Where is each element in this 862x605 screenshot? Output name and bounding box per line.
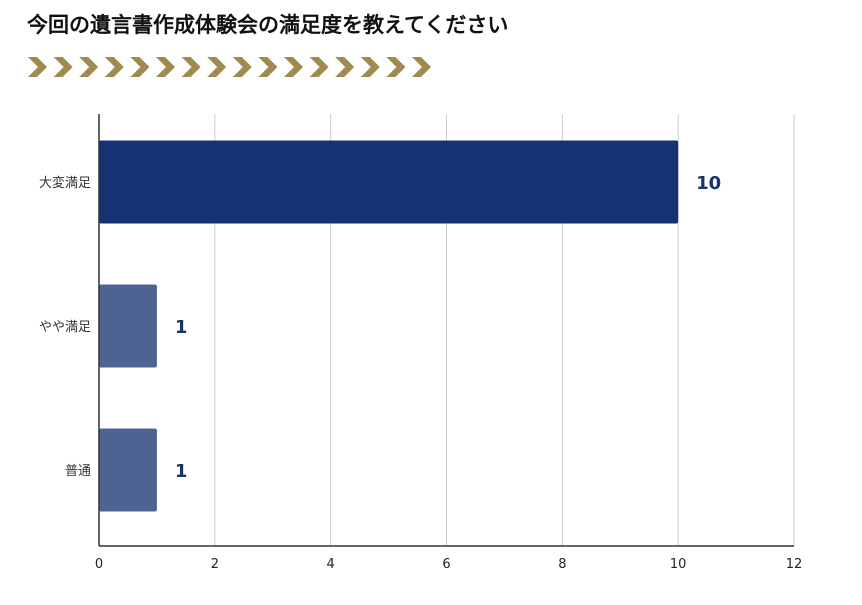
chevron-icon bbox=[360, 57, 380, 77]
chevron-icon bbox=[28, 57, 47, 77]
chevron-icon bbox=[335, 57, 355, 77]
axes bbox=[98, 114, 794, 547]
bar bbox=[99, 140, 679, 224]
bar bbox=[99, 284, 157, 368]
chevron-icon bbox=[258, 57, 278, 77]
data-label: 1 bbox=[175, 317, 188, 338]
chart-title: 今回の遺言書作成体験会の満足度を教えてください bbox=[27, 13, 509, 37]
labels: 0 2 4 6 8 10 12 大変満足 10 やや満足 1 普通 1 bbox=[39, 173, 802, 572]
x-tick-label: 6 bbox=[442, 557, 450, 572]
category-label: 大変満足 bbox=[39, 175, 91, 191]
chevron-icon bbox=[130, 57, 150, 77]
data-label: 10 bbox=[696, 173, 721, 194]
data-label: 1 bbox=[175, 461, 188, 482]
x-tick-label: 10 bbox=[670, 557, 687, 572]
chevron-icon bbox=[181, 57, 201, 77]
chevron-decoration bbox=[28, 57, 431, 77]
chevron-icon bbox=[207, 57, 227, 77]
bar bbox=[99, 428, 157, 512]
chevron-icon bbox=[309, 57, 329, 77]
x-tick-label: 4 bbox=[327, 557, 335, 572]
chevron-icon bbox=[386, 57, 406, 77]
category-label: やや満足 bbox=[39, 320, 91, 335]
chevron-icon bbox=[53, 57, 73, 77]
chevron-icon bbox=[412, 57, 431, 77]
bars bbox=[99, 140, 679, 512]
chevron-icon bbox=[104, 57, 124, 77]
chevron-icon bbox=[284, 57, 303, 77]
x-tick-label: 0 bbox=[95, 557, 103, 572]
chevron-icon bbox=[232, 57, 252, 77]
chevron-icon bbox=[156, 57, 175, 77]
x-tick-label: 8 bbox=[558, 557, 566, 572]
chevron-icon bbox=[79, 57, 99, 77]
x-tick-label: 2 bbox=[211, 557, 219, 572]
category-label: 普通 bbox=[65, 464, 91, 479]
x-tick-label: 12 bbox=[786, 557, 803, 572]
